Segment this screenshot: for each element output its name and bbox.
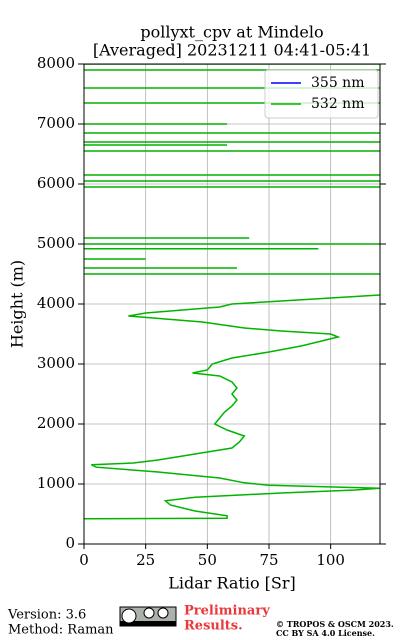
footer: Version: 3.6 Method: Raman Preliminary R… <box>7 604 394 639</box>
license: CC BY SA 4.0 License. <box>276 628 375 638</box>
y-tick-label: 2000 <box>37 414 75 432</box>
results: Results. <box>184 619 243 634</box>
x-tick-label: 0 <box>79 551 89 569</box>
y-tick-label: 4000 <box>37 294 75 312</box>
by-icon <box>143 607 155 619</box>
y-tick-label: 7000 <box>37 114 75 132</box>
cc-logo-band <box>120 621 176 626</box>
y-tick-label: 1000 <box>37 474 75 492</box>
sa-icon <box>157 607 169 619</box>
chart-title: pollyxt_cpv at Mindelo <box>140 23 323 42</box>
legend-box <box>264 69 379 119</box>
cc-icon <box>121 608 137 624</box>
y-axis-label: Height (m) <box>8 260 27 348</box>
x-tick-label: 25 <box>136 551 155 569</box>
chart-subtitle: [Averaged] 20231211 04:41-05:41 <box>93 41 371 60</box>
copyright: © TROPOS & OSCM 2023. <box>276 619 394 629</box>
legend-label: 532 nm <box>311 96 364 112</box>
x-tick-label: 75 <box>259 551 278 569</box>
x-tick-label: 100 <box>316 551 345 569</box>
preliminary: Preliminary <box>184 604 270 619</box>
legend: 355 nm 532 nm <box>264 69 379 119</box>
method: Method: Raman <box>8 623 114 638</box>
plot-lines <box>84 64 380 520</box>
profile-line <box>84 64 380 520</box>
x-axis-label: Lidar Ratio [Sr] <box>168 574 296 593</box>
y-tick-label: 3000 <box>37 354 75 372</box>
y-tick-label: 0 <box>65 534 75 552</box>
version: Version: 3.6 <box>7 608 86 623</box>
x-tick-label: 50 <box>198 551 217 569</box>
legend-label: 355 nm <box>311 75 364 91</box>
y-tick-label: 6000 <box>37 174 75 192</box>
y-tick-label: 5000 <box>37 234 75 252</box>
y-tick-label: 8000 <box>37 54 75 72</box>
